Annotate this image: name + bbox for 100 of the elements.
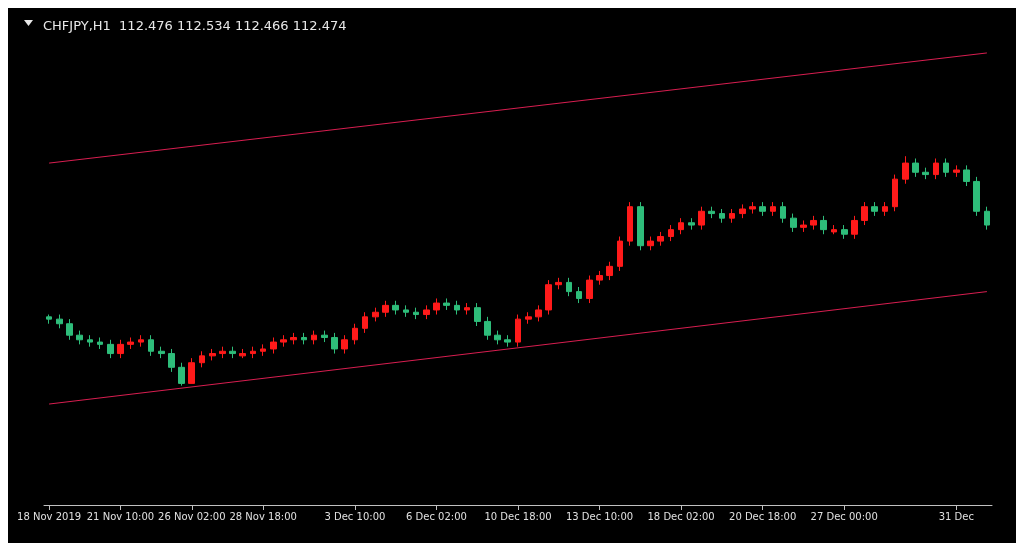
candlestick <box>66 318 73 341</box>
candlestick <box>770 201 776 217</box>
candlestick <box>403 304 409 318</box>
candlestick <box>922 167 929 180</box>
candlestick <box>199 350 205 368</box>
x-tick-label: 28 Nov 18:00 <box>229 510 297 522</box>
candlestick <box>820 215 827 235</box>
x-tick-label: 18 Dec 02:00 <box>647 510 715 522</box>
candlestick <box>504 334 511 348</box>
candlestick <box>545 279 552 316</box>
candlestick <box>341 334 348 355</box>
candlestick <box>250 346 256 359</box>
candlestick <box>290 332 297 345</box>
candlestick <box>576 286 582 304</box>
candlestick <box>810 215 817 231</box>
candlestick <box>525 311 532 325</box>
candlestick <box>657 231 664 247</box>
candlestick <box>912 158 919 178</box>
candlestick <box>127 336 134 350</box>
candlestick <box>749 201 756 215</box>
candlestick <box>331 332 338 355</box>
candlestick <box>637 201 644 251</box>
candlestick <box>861 201 868 226</box>
candlestick <box>168 348 175 373</box>
candlestick <box>627 201 633 247</box>
candlestick <box>372 307 379 322</box>
x-tick-label: 3 Dec 10:00 <box>324 510 386 522</box>
candlestick <box>841 224 848 240</box>
candlestick <box>871 201 878 217</box>
candlestick <box>454 300 460 316</box>
candlestick <box>698 206 705 231</box>
candlestick <box>148 334 154 357</box>
candlestick <box>97 336 103 350</box>
candlestick <box>239 348 246 359</box>
candlestick <box>555 277 562 290</box>
x-tick-label: 10 Dec 18:00 <box>484 510 552 522</box>
candlestick <box>729 208 735 224</box>
candlestick <box>708 206 715 219</box>
candlestick <box>280 334 287 348</box>
candlestick <box>362 311 368 334</box>
candlestick <box>474 302 481 327</box>
candlestick <box>433 297 440 316</box>
candlestick <box>382 300 389 318</box>
candlestick <box>882 201 888 217</box>
candlestick <box>392 300 399 316</box>
x-tick-label: 27 Dec 00:00 <box>810 510 878 522</box>
candlestick <box>46 314 52 325</box>
candlestick <box>892 174 898 212</box>
candlestick <box>596 270 603 286</box>
x-tick-label: 31 Dec <box>938 510 974 522</box>
candlestick <box>209 348 216 361</box>
candlestick <box>352 323 358 345</box>
candlestick <box>535 304 542 322</box>
candlestick <box>933 158 939 180</box>
candlestick <box>647 236 654 251</box>
candlestick <box>943 158 949 178</box>
x-tick-label: 20 Dec 18:00 <box>729 510 797 522</box>
candlestick <box>229 346 236 359</box>
candlestick <box>953 164 960 178</box>
candlestick <box>800 219 807 233</box>
candlestick <box>851 215 858 240</box>
candlestick <box>178 362 185 387</box>
candlestick <box>790 213 797 233</box>
candlestick <box>678 217 684 235</box>
candlestick <box>494 330 501 345</box>
candlestick <box>76 330 83 345</box>
candlestick <box>759 201 766 217</box>
x-tick-label: 21 Nov 10:00 <box>86 510 155 522</box>
x-tick-label: 6 Dec 02:00 <box>406 510 467 522</box>
candlestick <box>719 208 725 224</box>
candlestick <box>301 332 307 345</box>
candlestick <box>158 346 165 359</box>
candlestick <box>87 334 93 348</box>
candlestick <box>515 314 521 348</box>
candlestick <box>311 330 317 345</box>
candlestick <box>902 155 909 185</box>
candlestick <box>464 302 470 316</box>
chart-title: CHFJPY,H1 112.476 112.534 112.466 112.474 <box>43 18 347 33</box>
candlestick <box>56 314 63 329</box>
candlestick <box>423 304 430 320</box>
candlestick <box>138 334 144 348</box>
candlestick <box>780 201 786 224</box>
candlestick <box>443 297 450 311</box>
candlestick <box>413 307 419 320</box>
candlestick <box>260 343 266 357</box>
x-tick-label: 13 Dec 10:00 <box>565 510 634 522</box>
x-tick-label: 18 Nov 2019 <box>17 510 82 522</box>
candlestick <box>188 357 195 384</box>
candlestick <box>270 336 277 355</box>
candlestick <box>963 164 970 187</box>
candlestick <box>484 316 491 341</box>
candlestick <box>668 224 674 242</box>
candlestick <box>566 277 572 297</box>
candlestick <box>321 330 328 343</box>
candlestick <box>831 224 837 235</box>
candlestick <box>739 203 746 219</box>
x-tick-label: 26 Nov 02:00 <box>158 510 226 522</box>
candlestick <box>586 275 593 304</box>
candlestick <box>617 236 623 272</box>
candlestick <box>688 217 695 231</box>
